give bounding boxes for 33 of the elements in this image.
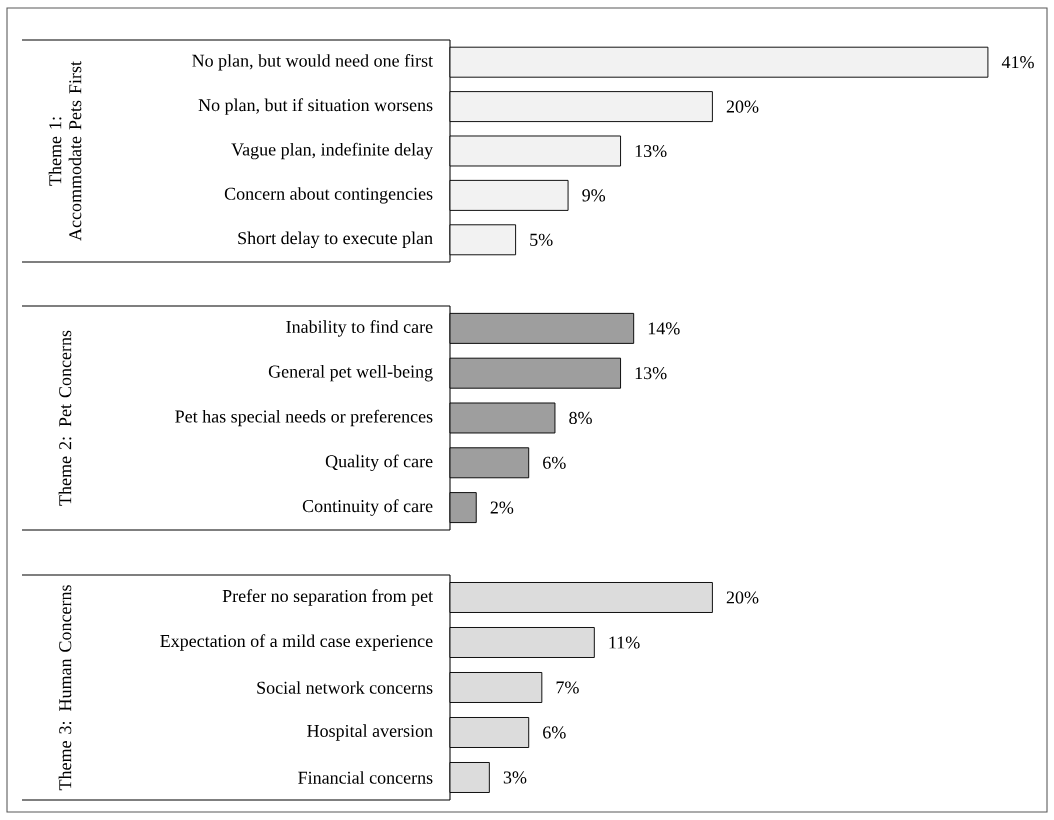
y-tick-label: Financial concerns <box>298 771 433 784</box>
y-tick-label: Social network concerns <box>257 681 433 694</box>
data-label: 14% <box>648 322 680 335</box>
y-axis-title: Theme 3: Human Concerns <box>58 585 72 791</box>
y-axis-title: Theme 2: Pet Concerns <box>58 330 72 506</box>
data-label: 41% <box>1001 56 1034 69</box>
y-tick-label: Inability to find care <box>286 320 433 337</box>
y-tick-label: No plan, but would need one first <box>192 53 433 71</box>
y-tick-label: No plan, but if situation worsens <box>198 98 433 115</box>
y-tick-label: Hospital aversion <box>307 724 433 741</box>
data-label: 2% <box>490 501 514 514</box>
y-tick-label: Continuity of care <box>302 499 433 516</box>
y-tick-label: Pet has special needs or preferences <box>175 409 433 427</box>
data-label: 9% <box>582 189 606 202</box>
data-label: 7% <box>556 681 579 694</box>
y-tick-label: General pet well-being <box>268 365 433 382</box>
data-label: 20% <box>726 100 759 113</box>
y-axis-title: Theme 1: Accommodate Pets First <box>48 61 82 241</box>
y-tick-label: Quality of care <box>325 454 433 472</box>
y-tick-label: Expectation of a mild case experience <box>160 634 433 651</box>
data-label: 20% <box>726 591 759 604</box>
data-label: 6% <box>543 456 566 469</box>
data-label: 11% <box>609 636 640 649</box>
y-tick-label: Concern about contingencies <box>224 187 433 204</box>
y-tick-label: Vague plan, indefinite delay <box>231 142 434 160</box>
data-label: 8% <box>569 411 592 425</box>
data-label: 13% <box>635 144 667 158</box>
y-tick-label: Short delay to execute plan <box>238 231 433 248</box>
data-label: 13% <box>635 367 667 380</box>
data-label: 3% <box>503 771 527 784</box>
data-label: 6% <box>543 726 566 739</box>
data-label: 5% <box>530 233 553 246</box>
y-tick-label: Prefer no separation from pet <box>222 589 433 606</box>
